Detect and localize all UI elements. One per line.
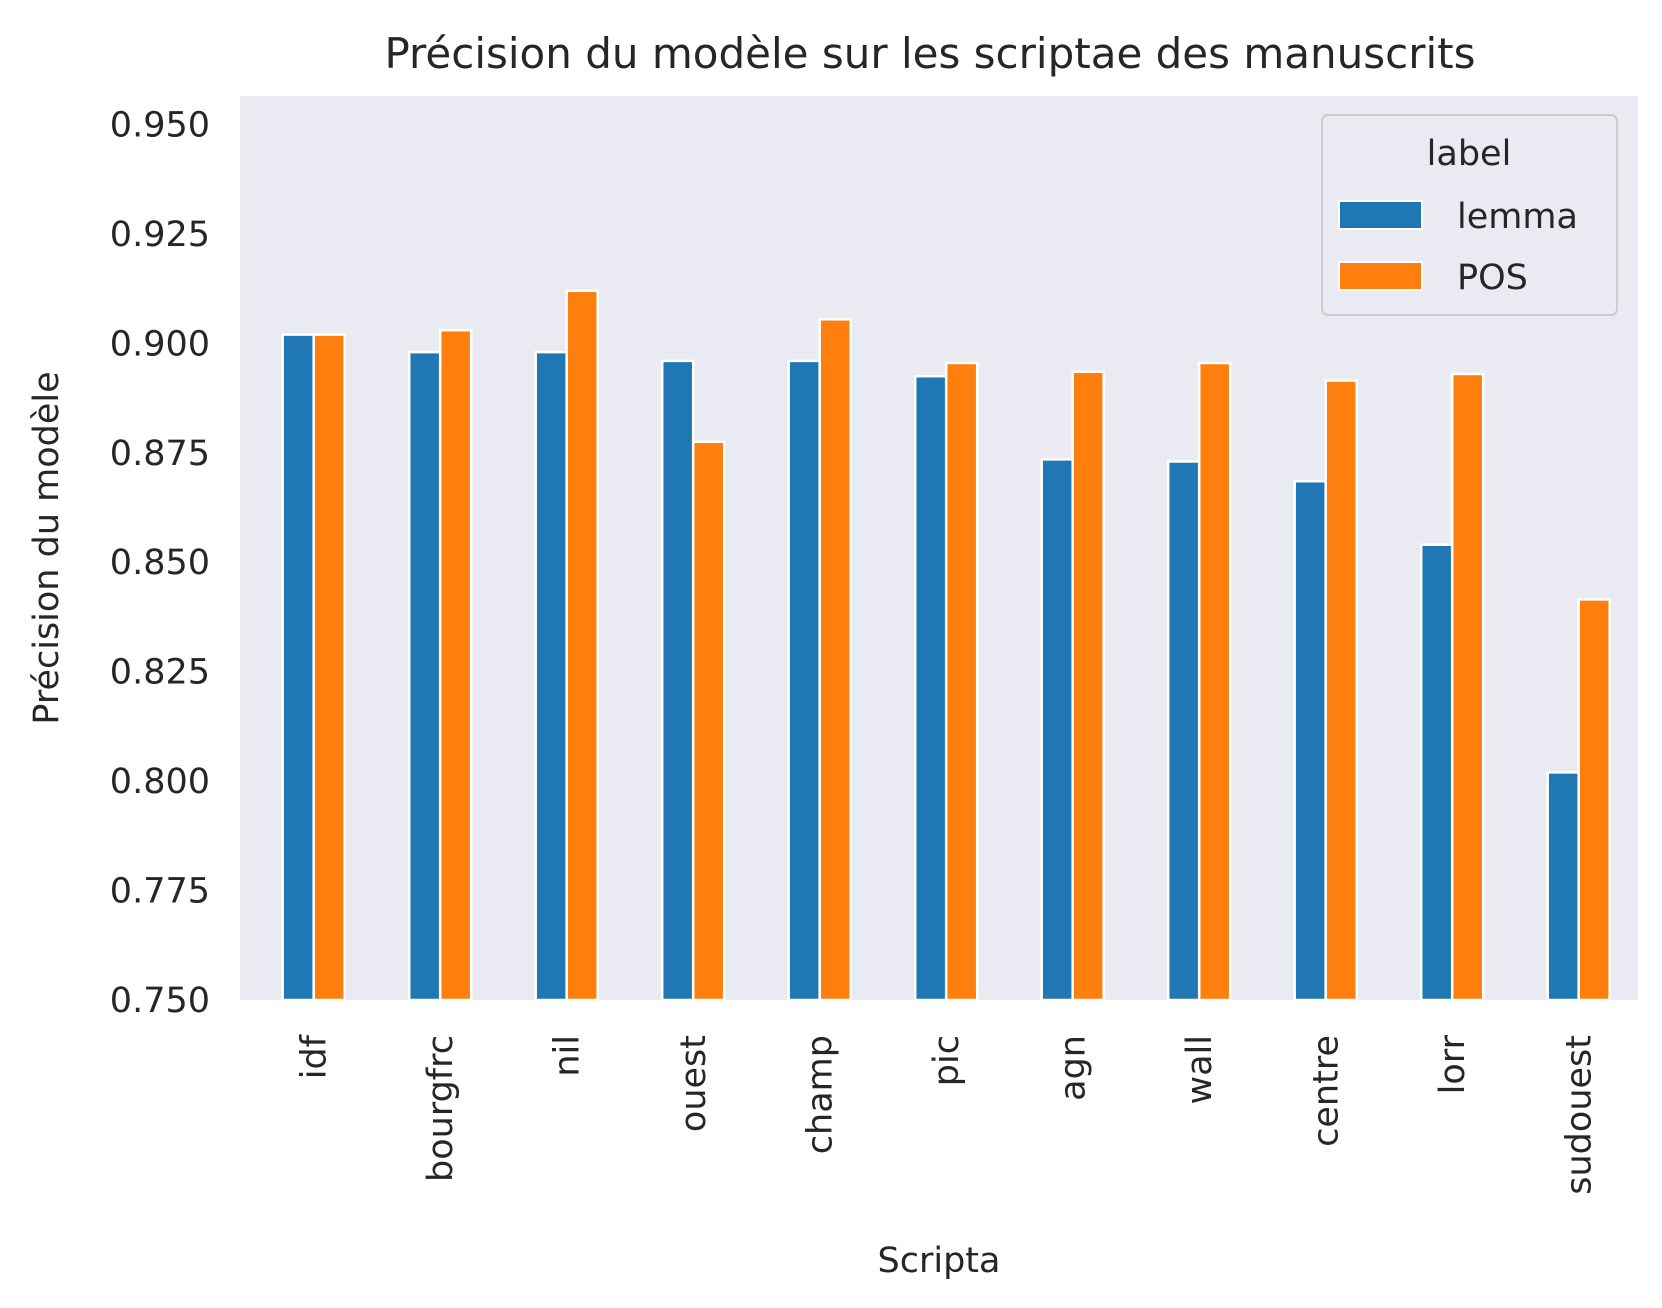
bar-pos-sudouest bbox=[1577, 598, 1611, 1002]
y-tick-label: 0.925 bbox=[110, 215, 210, 255]
bar-lemma-wall bbox=[1166, 460, 1201, 1002]
bar-lemma-agn bbox=[1040, 458, 1074, 1002]
bar-pos-agn bbox=[1071, 370, 1105, 1002]
bar-lemma-lorr bbox=[1419, 543, 1454, 1002]
legend-label-lemma: lemma bbox=[1457, 197, 1578, 237]
x-axis-ticks: idf bourgfrc nil ouest champ pic agn wall centre… bbox=[295, 1034, 1600, 1194]
bar-pos-champ bbox=[818, 318, 852, 1002]
bar-lemma-sudouest bbox=[1546, 771, 1580, 1002]
legend-swatch-pos bbox=[1338, 261, 1423, 291]
chart-title: Précision du modèle sur les scriptae des… bbox=[384, 29, 1475, 78]
bar-pos-lorr bbox=[1450, 372, 1485, 1002]
bar-pos-idf bbox=[312, 333, 346, 1002]
y-axis-ticks: 0.750 0.775 0.800 0.825 0.850 0.875 0.900 0.925… bbox=[110, 106, 210, 1022]
bar-lemma-pic bbox=[913, 374, 948, 1002]
y-tick-label: 0.900 bbox=[110, 324, 210, 364]
bar-pos-wall bbox=[1197, 361, 1232, 1002]
y-tick-label: 0.850 bbox=[110, 543, 210, 583]
bar-lemma-centre bbox=[1293, 479, 1327, 1002]
bar-pos-bourgfrc bbox=[438, 328, 473, 1002]
y-axis-label: Précision du modèle bbox=[27, 371, 67, 724]
bar-lemma-bourgfrc bbox=[407, 350, 442, 1002]
bar-pos-pic bbox=[944, 361, 979, 1002]
bar-pos-centre bbox=[1324, 379, 1358, 1002]
legend-title: label bbox=[1427, 134, 1512, 174]
y-tick-label: 0.750 bbox=[110, 981, 210, 1021]
x-tick-label: agn bbox=[1054, 1035, 1094, 1101]
y-tick-label: 0.950 bbox=[110, 106, 210, 146]
y-tick-label: 0.875 bbox=[110, 434, 210, 474]
y-tick-label: 0.825 bbox=[110, 653, 210, 693]
bar-lemma-nil bbox=[534, 350, 568, 1002]
y-tick-label: 0.800 bbox=[110, 762, 210, 802]
x-tick-label: lorr bbox=[1433, 1034, 1473, 1094]
x-axis-label: Scripta bbox=[878, 1241, 1001, 1281]
x-tick-label: pic bbox=[927, 1035, 967, 1086]
x-tick-label: nil bbox=[548, 1035, 588, 1077]
x-tick-label: ouest bbox=[674, 1035, 714, 1132]
x-tick-label: wall bbox=[1180, 1035, 1220, 1105]
bar-lemma-ouest bbox=[660, 359, 695, 1002]
bar-pos-nil bbox=[565, 289, 599, 1002]
x-tick-label: centre bbox=[1307, 1035, 1347, 1147]
x-tick-label: sudouest bbox=[1560, 1035, 1600, 1195]
bar-lemma-champ bbox=[787, 359, 821, 1002]
x-tick-label: idf bbox=[295, 1034, 335, 1079]
bar-pos-ouest bbox=[691, 440, 726, 1002]
legend-label-pos: POS bbox=[1457, 258, 1528, 298]
x-tick-label: champ bbox=[801, 1035, 841, 1154]
legend-swatch-lemma bbox=[1338, 200, 1423, 230]
bars bbox=[281, 289, 1611, 1002]
y-tick-label: 0.775 bbox=[110, 872, 210, 912]
bar-lemma-idf bbox=[281, 333, 315, 1002]
legend: label lemma POS bbox=[1321, 114, 1618, 316]
x-tick-label: bourgfrc bbox=[421, 1035, 461, 1182]
